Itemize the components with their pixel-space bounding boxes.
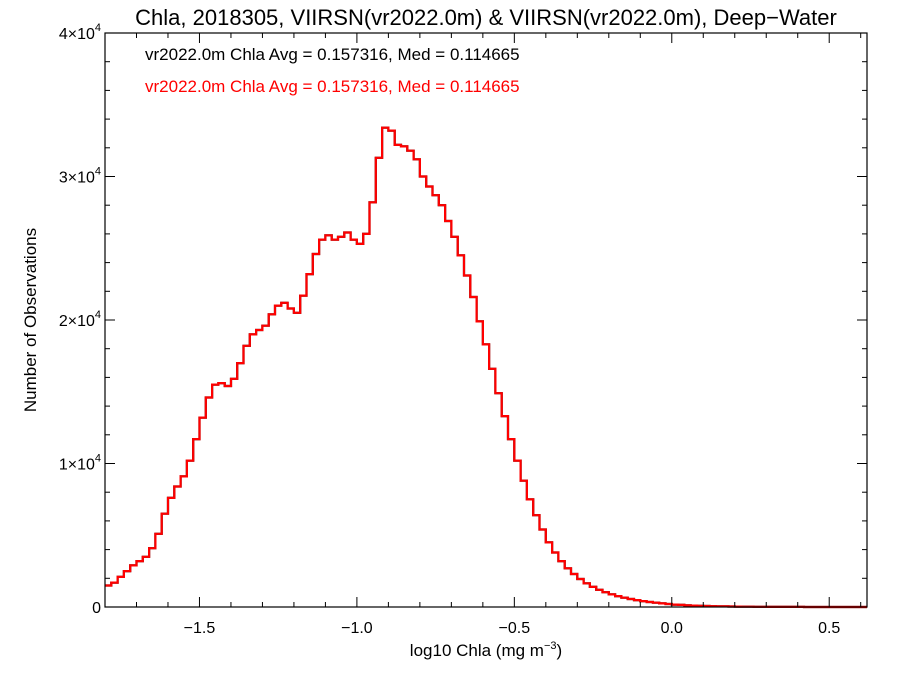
plot-frame [104,32,868,608]
x-axis-label-sup: −3 [544,640,557,652]
x-tick-label: −0.5 [499,620,531,637]
y-tick-label: 1×104 [59,453,101,474]
stats-annotation-black: vr2022.0m Chla Avg = 0.157316, Med = 0.1… [145,45,520,64]
stats-annotation-red: vr2022.0m Chla Avg = 0.157316, Med = 0.1… [145,77,520,96]
x-tick-label: 0.0 [661,620,683,637]
series-line-black [105,126,867,609]
y-tick-label: 4×104 [59,22,101,43]
x-tick-label: 0.5 [818,620,840,637]
x-axis-label-close: ) [557,641,563,660]
x-axis-label: log10 Chla (mg m−3) [410,640,562,660]
plot-area [105,126,867,609]
x-tick-label: −1.5 [184,620,216,637]
y-tick-label: 0 [92,600,101,617]
chart-title: Chla, 2018305, VIIRSN(vr2022.0m) & VIIRS… [135,5,837,30]
y-tick-label: 3×104 [59,166,101,187]
y-axis-label: Number of Observations [21,228,40,412]
x-axis: −1.5 −1.0 −0.5 0.0 0.5 [104,33,862,637]
x-axis-label-text: log10 Chla (mg m [410,641,544,660]
y-tick-label: 2×104 [59,309,101,330]
x-tick-label: −1.0 [341,620,373,637]
y-axis: 0 1×104 2×104 3×104 4×104 [59,22,867,617]
series-line-red [105,126,867,609]
